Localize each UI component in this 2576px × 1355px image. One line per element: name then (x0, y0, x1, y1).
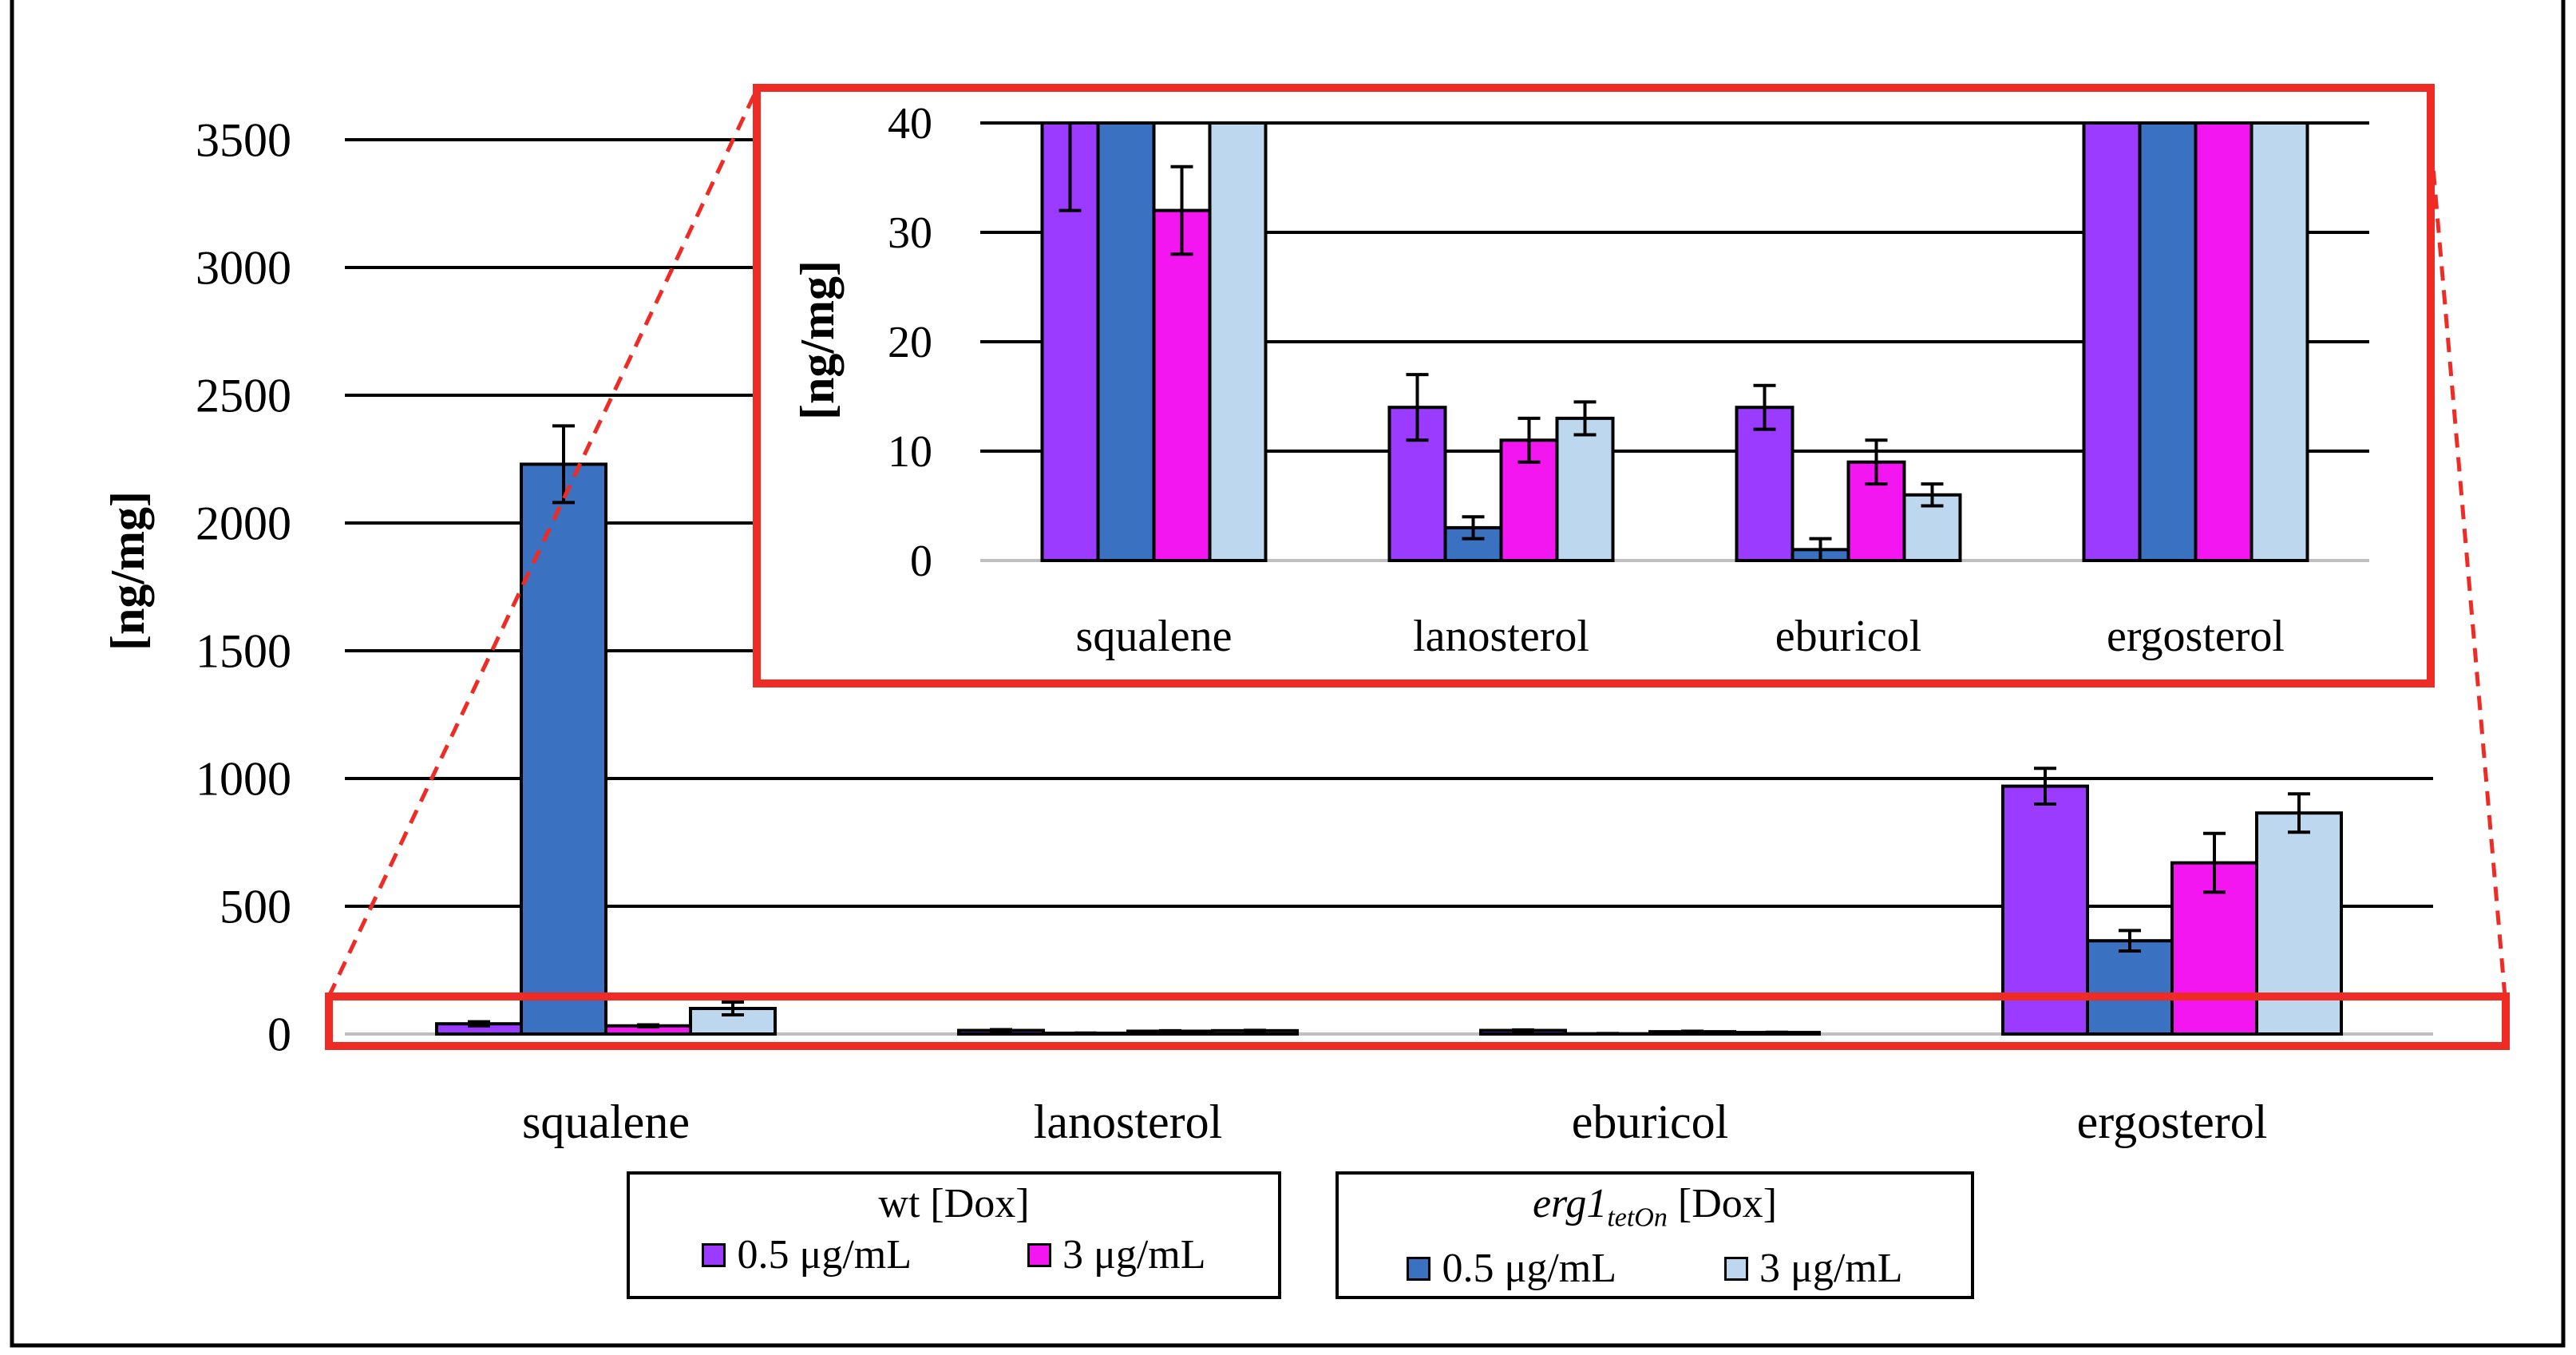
main-y-tick-5: 2500 (196, 369, 291, 422)
legend-wt-title: wt [Dox] (878, 1181, 1030, 1226)
inset-category-label-1: lanosterol (1413, 612, 1589, 661)
inset-bar-3-3 (2250, 121, 2309, 562)
inset-errorbar-2-3 (1921, 482, 1944, 508)
inset-errorbar-1-1 (1462, 515, 1485, 541)
main-bar-3-1 (2086, 939, 2174, 1036)
inset-errorbar-2-1 (1809, 537, 1832, 562)
inset-bar-0-1 (1096, 121, 1156, 562)
main-errorbar-3-1 (2119, 929, 2141, 953)
zoom-connector-right (2428, 139, 2507, 997)
legend-item-erg1-0.5: 0.5 μg/mL (1407, 1246, 1616, 1292)
main-category-label-2: eburicol (1572, 1095, 1729, 1148)
main-errorbar-1-1 (1074, 1031, 1097, 1036)
main-category-label-1: lanosterol (1034, 1095, 1223, 1148)
inset-category-label-3: ergosterol (2107, 612, 2285, 661)
main-errorbar-0-3 (722, 1000, 744, 1016)
inset-y-tick-3: 30 (888, 208, 932, 258)
inset-y-tick-1: 10 (888, 427, 932, 477)
legend-label-wt-0.5: 0.5 μg/mL (737, 1232, 912, 1278)
main-errorbar-3-2 (2203, 831, 2226, 894)
main-y-tick-7: 3500 (196, 113, 291, 166)
inset-bar-0-3 (1208, 121, 1268, 562)
main-y-tick-6: 3000 (196, 241, 291, 294)
inset-errorbar-1-0 (1406, 373, 1429, 442)
inset-bars (1040, 121, 2309, 563)
main-y-tick-labels: 0 500 1000 1500 2000 2500 3000 3500 (196, 113, 291, 1060)
main-y-tick-0: 0 (267, 1008, 291, 1060)
inset-bar-3-1 (2138, 121, 2198, 562)
main-bar-3-3 (2255, 811, 2343, 1036)
legend-item-wt-0.5: 0.5 μg/mL (702, 1232, 912, 1278)
inset-errorbar-0-0 (1058, 121, 1082, 212)
main-bar-0-1 (520, 462, 607, 1036)
main-y-tick-2: 1000 (196, 752, 291, 805)
main-y-tick-1: 500 (220, 880, 291, 933)
inset-errorbar-2-2 (1865, 438, 1888, 486)
zoom-highlight-box (325, 992, 2510, 1050)
legend-swatch-erg1-3 (1723, 1257, 1748, 1282)
main-errorbar-0-2 (637, 1023, 659, 1029)
legend-swatch-erg1-0.5 (1407, 1257, 1431, 1282)
main-errorbar-0-0 (468, 1020, 490, 1028)
main-y-axis-label: [ng/mg] (101, 491, 154, 651)
inset-y-tick-0: 0 (910, 537, 932, 586)
inset-bar-3-0 (2082, 121, 2142, 562)
inset-category-labels: squalene lanosterol eburicol ergosterol (1076, 612, 2285, 661)
legend-label-erg1-3: 3 μg/mL (1759, 1246, 1903, 1292)
legend-item-wt-3: 3 μg/mL (1027, 1232, 1206, 1278)
legend-erg1-title-main: erg1 (1532, 1181, 1608, 1226)
main-y-tick-4: 2000 (196, 497, 291, 549)
main-errorbar-2-1 (1597, 1032, 1619, 1036)
main-category-labels: squalene lanosterol eburicol ergosterol (522, 1095, 2267, 1148)
main-errorbar-2-2 (1681, 1029, 1703, 1034)
main-errorbar-3-3 (2288, 792, 2310, 834)
main-errorbar-1-3 (1244, 1028, 1266, 1033)
inset-errorbar-1-3 (1573, 400, 1597, 437)
legend-erg1-title-sub: tetOn (1607, 1202, 1668, 1233)
main-errorbar-2-0 (1512, 1028, 1534, 1033)
inset-category-label-2: eburicol (1775, 612, 1921, 661)
inset-errorbar-0-2 (1170, 164, 1193, 256)
legend-swatch-wt-3 (1027, 1243, 1051, 1267)
legend-label-erg1-0.5: 0.5 μg/mL (1442, 1246, 1617, 1292)
main-errorbar-1-2 (1159, 1028, 1181, 1034)
inset-errorbar-2-0 (1753, 383, 1776, 431)
outer-frame (10, 0, 2566, 1348)
main-errorbar-1-0 (990, 1028, 1012, 1033)
inset-y-tick-2: 20 (888, 318, 932, 367)
legend-swatch-wt-0.5 (702, 1243, 726, 1267)
inset-bar-0-2 (1152, 208, 1212, 562)
main-category-label-3: ergosterol (2077, 1095, 2268, 1148)
inset-y-tick-labels: 0 10 20 30 40 (888, 99, 932, 586)
main-category-label-0: squalene (522, 1095, 690, 1148)
inset-y-tick-4: 40 (888, 99, 932, 149)
legend-label-wt-3: 3 μg/mL (1062, 1232, 1206, 1278)
inset-y-axis-label: [ng/mg] (791, 260, 844, 420)
inset-bar-3-2 (2194, 121, 2254, 562)
legend-erg1-title-suffix: [Dox] (1667, 1181, 1778, 1226)
inset-bar-1-3 (1555, 416, 1615, 563)
inset-errorbar-1-2 (1518, 416, 1541, 464)
legend-erg1-title: erg1tetOn [Dox] (1339, 1175, 1971, 1241)
main-errorbar-0-1 (552, 424, 575, 505)
legend-wt: wt [Dox] 0.5 μg/mL 3 μg/mL (627, 1171, 1281, 1299)
legend-item-erg1-3: 3 μg/mL (1723, 1246, 1903, 1292)
legend-erg1: erg1tetOn [Dox] 0.5 μg/mL 3 μg/mL (1335, 1171, 1974, 1299)
main-errorbar-2-3 (1766, 1030, 1788, 1035)
inset-category-label-0: squalene (1076, 612, 1233, 661)
main-errorbar-3-0 (2034, 767, 2056, 806)
main-y-tick-3: 1500 (196, 624, 291, 677)
